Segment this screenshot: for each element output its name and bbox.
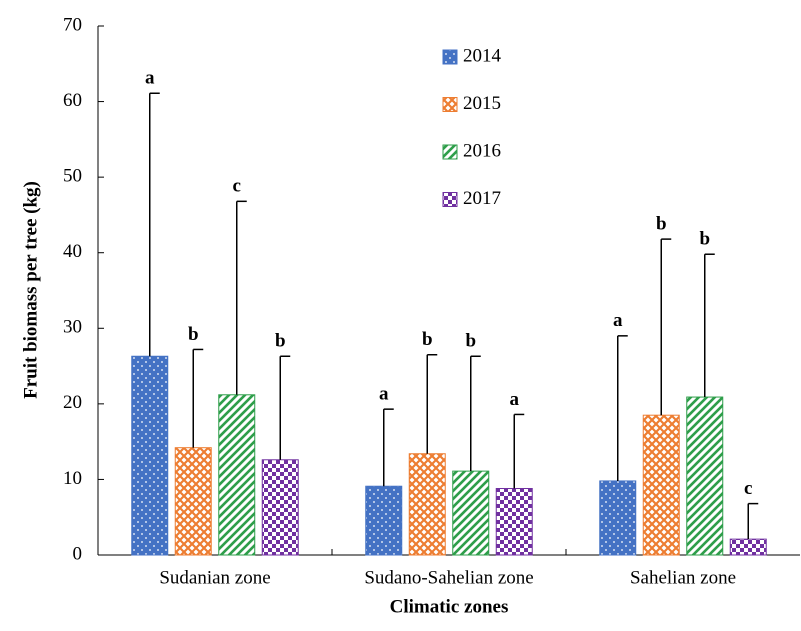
y-axis-title: Fruit biomass per tree (kg) bbox=[20, 181, 41, 399]
significance-letter: b bbox=[188, 324, 199, 345]
significance-letter: b bbox=[699, 229, 710, 250]
y-tick-label: 0 bbox=[73, 543, 83, 564]
x-tick-label: Sudanian zone bbox=[159, 567, 270, 588]
bar bbox=[408, 453, 446, 556]
bar bbox=[261, 459, 299, 556]
significance-letter: b bbox=[275, 331, 286, 352]
significance-letter: a bbox=[510, 389, 520, 410]
error-bar bbox=[704, 253, 715, 398]
significance-letter: b bbox=[465, 331, 476, 352]
error-bar bbox=[149, 92, 160, 357]
bar bbox=[642, 414, 680, 556]
significance-letter: c bbox=[744, 478, 752, 499]
error-bar bbox=[513, 413, 525, 489]
bar bbox=[365, 485, 403, 556]
y-tick-label: 10 bbox=[63, 468, 82, 489]
legend-label: 2015 bbox=[463, 93, 501, 114]
significance-letter: b bbox=[422, 329, 433, 350]
error-bar bbox=[617, 335, 628, 481]
error-bar bbox=[192, 348, 204, 448]
error-bar bbox=[383, 408, 394, 487]
bar bbox=[452, 470, 490, 556]
bar bbox=[218, 394, 256, 556]
bar bbox=[599, 480, 637, 556]
bar bbox=[174, 447, 212, 556]
legend-label: 2016 bbox=[463, 140, 501, 161]
x-tick-label: Sudano-Sahelian zone bbox=[364, 567, 533, 588]
bar bbox=[686, 396, 724, 556]
error-bar bbox=[426, 353, 438, 454]
y-tick-label: 40 bbox=[63, 241, 82, 262]
bar bbox=[131, 355, 169, 556]
error-bar bbox=[470, 355, 481, 472]
significance-letter: a bbox=[613, 310, 623, 331]
bar bbox=[729, 538, 767, 556]
error-bar bbox=[660, 238, 672, 416]
legend-label: 2017 bbox=[463, 188, 501, 209]
significance-letter: a bbox=[379, 384, 389, 405]
significance-letter: c bbox=[233, 176, 241, 197]
error-bar bbox=[236, 200, 247, 395]
y-tick-label: 70 bbox=[63, 14, 82, 35]
legend-swatch bbox=[442, 49, 458, 65]
bar bbox=[495, 487, 533, 556]
legend-swatch bbox=[442, 97, 458, 112]
x-axis-title: Climatic zones bbox=[390, 596, 509, 617]
legend-swatch bbox=[442, 192, 458, 207]
error-bar bbox=[747, 502, 759, 540]
y-tick-label: 20 bbox=[63, 392, 82, 413]
x-tick-label: Sahelian zone bbox=[630, 567, 736, 588]
y-tick-label: 50 bbox=[63, 166, 82, 187]
y-tick-label: 30 bbox=[63, 317, 82, 338]
legend-label: 2014 bbox=[463, 45, 502, 66]
legend-swatch bbox=[442, 144, 458, 160]
significance-letter: a bbox=[145, 68, 155, 89]
error-bar bbox=[279, 355, 291, 460]
significance-letter: b bbox=[656, 213, 667, 234]
y-tick-label: 60 bbox=[63, 90, 82, 111]
